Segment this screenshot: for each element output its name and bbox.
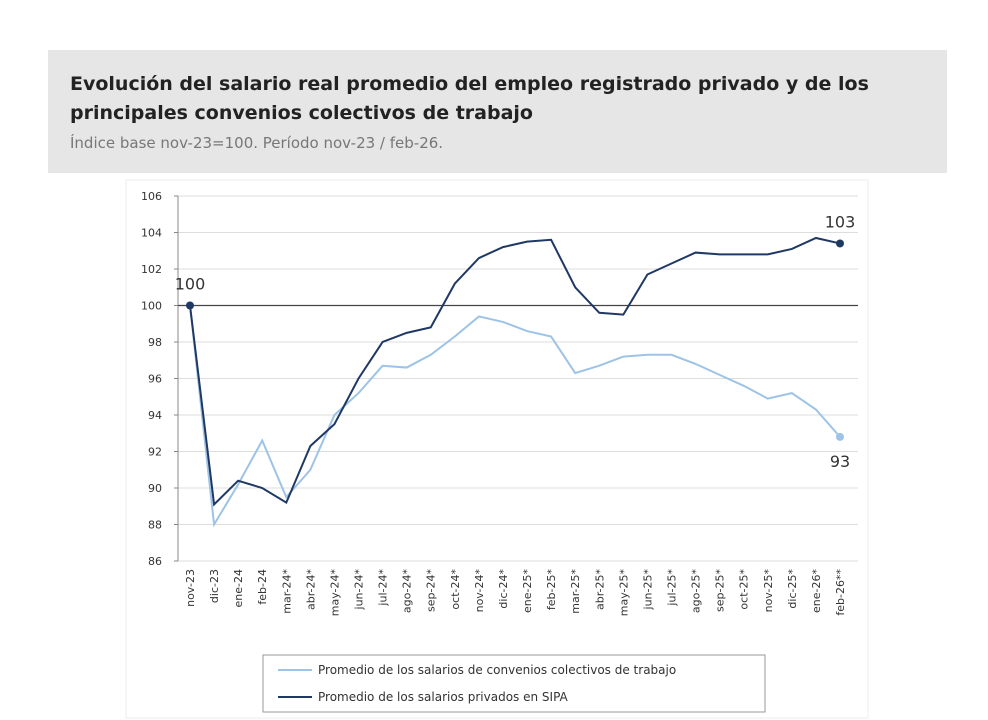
x-tick-label: oct-24* [449, 569, 462, 610]
point-marker [836, 239, 844, 248]
x-tick-label: nov-25* [762, 569, 775, 613]
y-tick-label: 104 [141, 227, 162, 240]
x-tick-label: ene-25* [521, 569, 534, 613]
y-tick-label: 86 [148, 555, 162, 568]
chart-frame [125, 179, 869, 719]
chart-subtitle: Índice base nov-23=100. Período nov-23 /… [70, 134, 444, 152]
x-tick-label: dic-23 [208, 569, 221, 603]
y-tick-label: 100 [141, 300, 162, 313]
legend-label: Promedio de los salarios de convenios co… [318, 663, 676, 677]
data-label: 100 [175, 275, 206, 294]
x-tick-label: nov-24* [473, 569, 486, 613]
x-tick-label: may-24* [328, 569, 341, 617]
y-tick-label: 98 [148, 336, 162, 349]
x-tick-label: sep-24* [425, 569, 438, 612]
legend-label: Promedio de los salarios privados en SIP… [318, 690, 569, 704]
x-tick-label: feb-24 [256, 569, 269, 605]
x-tick-label: oct-25* [738, 569, 751, 610]
x-tick-label: ene-24 [232, 569, 245, 607]
x-tick-label: abr-25* [593, 569, 606, 611]
x-tick-label: jun-25* [641, 569, 654, 611]
y-tick-label: 106 [141, 190, 162, 203]
y-tick-label: 96 [148, 373, 162, 386]
x-tick-label: abr-24* [304, 569, 317, 611]
y-tick-label: 88 [148, 519, 162, 532]
x-tick-label: ago-24* [401, 569, 414, 614]
y-tick-label: 94 [148, 409, 162, 422]
x-tick-label: jul-25* [665, 569, 678, 607]
point-marker [186, 301, 194, 310]
point-marker [836, 432, 844, 441]
x-tick-label: jun-24* [353, 569, 366, 611]
x-tick-label: mar-25* [569, 569, 582, 614]
legend-box [262, 654, 766, 713]
x-tick-label: mar-24* [280, 569, 293, 614]
x-tick-label: ago-25* [690, 569, 703, 614]
data-label: 103 [825, 212, 856, 231]
chart-title: Evolución del salario real promedio del … [70, 73, 869, 124]
x-tick-label: ene-26* [810, 569, 823, 613]
header: Evolución del salario real promedio del … [48, 50, 947, 173]
x-tick-label: nov-23 [184, 569, 197, 607]
x-tick-label: feb-26** [834, 569, 847, 616]
series-line [189, 236, 841, 507]
x-tick-label: feb-25* [545, 569, 558, 611]
series-line [189, 305, 841, 528]
x-tick-label: dic-24* [497, 569, 510, 609]
x-tick-label: jul-24* [377, 569, 390, 607]
y-tick-label: 92 [148, 446, 162, 459]
data-label: 93 [830, 452, 850, 471]
x-tick-label: may-25* [617, 569, 630, 617]
x-tick-label: dic-25* [786, 569, 799, 609]
x-tick-label: sep-25* [714, 569, 727, 612]
y-tick-label: 102 [141, 263, 162, 276]
y-tick-label: 90 [148, 482, 162, 495]
